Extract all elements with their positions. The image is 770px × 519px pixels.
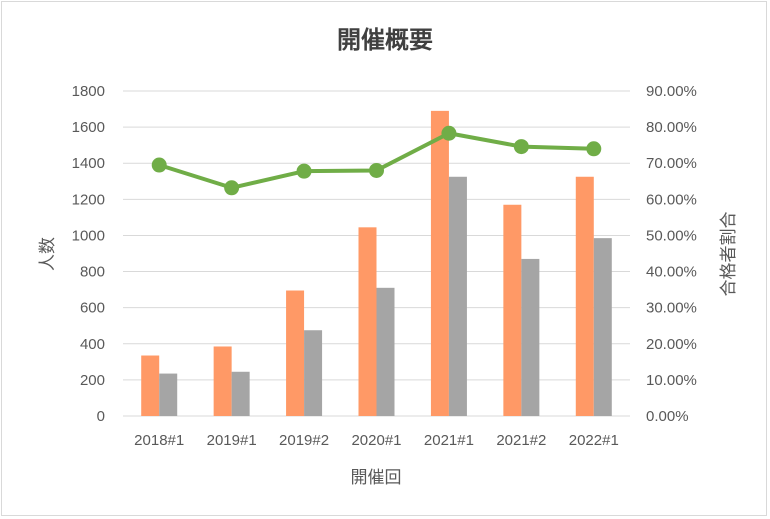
pass-rate-point xyxy=(296,163,312,179)
x-tick-label: 2022#1 xyxy=(569,432,619,449)
bar-1 xyxy=(430,110,449,416)
pass-rate-point xyxy=(151,157,167,173)
y2-tick-label: 80.00% xyxy=(646,119,697,136)
y-axis-title: 人数 xyxy=(38,237,58,271)
y2-tick-label: 70.00% xyxy=(646,155,697,172)
y2-tick-label: 90.00% xyxy=(646,83,697,100)
y-tick-label: 1800 xyxy=(72,83,105,100)
y-tick-label: 400 xyxy=(80,336,105,353)
pass-rate-point xyxy=(441,125,457,141)
x-axis-ticks: 2018#1 2019#1 2019#2 2020#1 2021#1 2021#2 2022… xyxy=(134,432,619,449)
bar-1 xyxy=(286,290,305,416)
bar-2 xyxy=(521,258,540,416)
y2-tick-label: 50.00% xyxy=(646,227,697,244)
y-tick-label: 1000 xyxy=(72,227,105,244)
y2-axis-ticks: 0.00% 10.00% 20.00% 30.00% 40.00% 50.00% 60.00… xyxy=(646,83,697,425)
x-tick-label: 2019#1 xyxy=(207,432,257,449)
x-tick-label: 2018#1 xyxy=(134,432,184,449)
bar-1 xyxy=(213,346,232,416)
y-tick-label: 1200 xyxy=(72,191,105,208)
y2-tick-label: 20.00% xyxy=(646,336,697,353)
bar-2 xyxy=(448,176,467,416)
y2-tick-label: 0.00% xyxy=(646,408,689,425)
x-tick-label: 2020#1 xyxy=(351,432,401,449)
y-tick-label: 1400 xyxy=(72,155,105,172)
bar-2 xyxy=(231,371,250,416)
chart-title: 開催概要 xyxy=(337,26,433,54)
x-axis-title: 開催回 xyxy=(351,468,402,488)
x-tick-label: 2021#2 xyxy=(496,432,546,449)
bar-2 xyxy=(376,287,395,416)
y-tick-label: 800 xyxy=(80,264,105,281)
bar-2 xyxy=(593,238,612,416)
pass-rate-point xyxy=(513,139,529,155)
y2-tick-label: 40.00% xyxy=(646,264,697,281)
bar-2 xyxy=(304,330,323,416)
y2-tick-label: 10.00% xyxy=(646,372,697,389)
bar-2 xyxy=(159,373,178,416)
y-axis-ticks: 0 200 400 600 800 1000 1200 1400 1600 1800 xyxy=(72,83,105,425)
y-tick-label: 1600 xyxy=(72,119,105,136)
y2-tick-label: 30.00% xyxy=(646,300,697,317)
y-tick-label: 200 xyxy=(80,372,105,389)
gridlines xyxy=(123,90,630,417)
y-tick-label: 0 xyxy=(97,408,105,425)
line-series xyxy=(151,125,602,196)
y-tick-label: 600 xyxy=(80,300,105,317)
y2-tick-label: 60.00% xyxy=(646,191,697,208)
bar-1 xyxy=(141,355,160,416)
bar-series xyxy=(141,110,612,416)
pass-rate-point xyxy=(224,180,240,196)
x-tick-label: 2019#2 xyxy=(279,432,329,449)
x-tick-label: 2021#1 xyxy=(424,432,474,449)
y2-axis-title: 合格者割合 xyxy=(719,212,739,297)
bar-1 xyxy=(358,227,377,416)
pass-rate-point xyxy=(369,162,384,178)
pass-rate-point xyxy=(586,141,602,157)
bar-1 xyxy=(503,204,522,416)
bar-1 xyxy=(575,176,594,416)
pass-rate-line xyxy=(158,131,594,190)
